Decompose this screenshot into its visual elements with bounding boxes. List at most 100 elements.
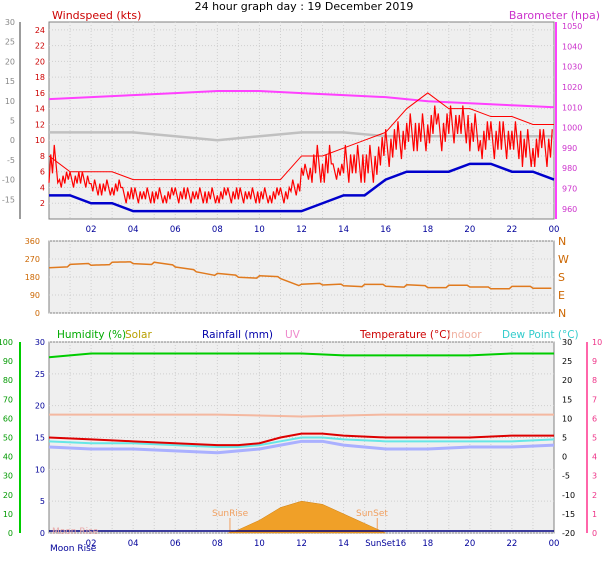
y-tick-label-humidity: 30 <box>3 472 13 481</box>
x-tick-label: 00 <box>549 539 560 549</box>
y-tick-label-temperature: -5 <box>562 472 570 481</box>
y-tick-label-temperature: 20 <box>562 376 572 385</box>
legend-indoor: Indoor <box>448 329 482 341</box>
y-tick-label-humidity: 0 <box>8 529 13 538</box>
y-tick-label-outer: 20 <box>5 57 15 66</box>
panel1-plot-area <box>48 21 555 220</box>
series-barometer <box>48 90 555 109</box>
panel3-axes: 02 04 06 08 10 12 14 SunSet16 18 20 22 000102030405… <box>0 338 602 549</box>
y-tick-label-rainfall: 15 <box>35 434 45 443</box>
y-tick-label-barometer: 1040 <box>562 42 582 51</box>
y-tick-label-outer: 25 <box>5 38 15 47</box>
series-indoor <box>49 413 554 418</box>
y-tick-label-compass: N <box>558 235 566 248</box>
y-tick-label-windspeed: 10 <box>35 136 45 145</box>
x-tick-label: 12 <box>296 539 307 549</box>
y-tick-label-uv: 8 <box>592 376 597 385</box>
windspeed-label: Windspeed (kts) <box>52 9 141 22</box>
y-tick-label-windspeed: 2 <box>40 199 45 208</box>
annotation-moonrise: Moon Rise <box>52 527 99 537</box>
panel-wind-barometer: Windspeed (kts) Barometer (hpa) 02 04 06 08… <box>2 9 600 235</box>
series-blue <box>49 162 555 213</box>
y-tick-label-direction: 0 <box>35 309 40 318</box>
series-temperature <box>48 432 554 447</box>
legend-temperature: Temperature (°C) <box>359 329 451 341</box>
x-tick-label: 10 <box>254 225 265 235</box>
x-tick-label: 22 <box>507 539 518 549</box>
y-tick-label-humidity: 40 <box>3 453 13 462</box>
y-tick-label-humidity: 60 <box>3 414 13 423</box>
series-wind-direction <box>48 261 552 290</box>
y-tick-label-direction: 90 <box>30 291 40 300</box>
x-tick-label: 06 <box>170 225 181 235</box>
annotation-sunset: SunSet <box>356 509 388 519</box>
x-tick-label: 06 <box>170 539 181 549</box>
y-tick-label-uv: 3 <box>592 472 597 481</box>
y-tick-label-outer: -5 <box>7 156 15 165</box>
y-tick-label-windspeed: 22 <box>35 42 45 51</box>
series-humidity <box>48 352 554 359</box>
y-tick-label-barometer: 960 <box>562 205 577 214</box>
x-tick-label: 04 <box>128 225 139 235</box>
y-tick-label-humidity: 70 <box>3 395 13 404</box>
x-tick-label: 22 <box>507 225 518 235</box>
y-tick-label-direction: 360 <box>25 237 40 246</box>
y-tick-label-windspeed: 4 <box>40 183 45 192</box>
y-tick-label-temperature: 30 <box>562 338 572 347</box>
y-tick-label-barometer: 990 <box>562 144 577 153</box>
y-tick-label-compass: E <box>558 289 565 302</box>
legend-humidity: Humidity (%) <box>57 329 126 341</box>
y-tick-label-rainfall: 10 <box>35 465 45 474</box>
y-tick-label-temperature: -10 <box>562 491 575 500</box>
legend-dewpoint: Dew Point (°C) <box>502 329 579 341</box>
y-tick-label-rainfall: 20 <box>35 402 45 411</box>
y-tick-label-windspeed: 6 <box>40 168 45 177</box>
y-tick-label-humidity: 80 <box>3 376 13 385</box>
y-tick-label-temperature: 15 <box>562 395 572 404</box>
panel1-axes: 02 04 06 08 10 12 14 16 18 20 22 002468101214161820… <box>2 18 582 235</box>
panel1-grid <box>49 22 554 219</box>
y-tick-label-outer: 30 <box>5 18 15 27</box>
y-tick-label-compass: W <box>558 253 569 266</box>
panel-temperature-humidity: Humidity (%) Solar Rainfall (mm) UV Temp… <box>0 329 602 554</box>
series-apparent <box>48 439 555 455</box>
panel1-series <box>48 90 555 213</box>
panel2-grid <box>49 240 554 314</box>
y-tick-label-humidity: 100 <box>0 338 13 347</box>
x-tick-label: 08 <box>212 225 223 235</box>
y-tick-label-uv: 2 <box>592 491 597 500</box>
barometer-label: Barometer (hpa) <box>509 9 600 22</box>
y-tick-label-rainfall: 25 <box>35 370 45 379</box>
x-first-label: Moon Rise <box>50 544 97 554</box>
legend-rainfall: Rainfall (mm) <box>202 329 273 341</box>
y-tick-label-outer: 0 <box>10 136 15 145</box>
y-tick-label-humidity: 90 <box>3 357 13 366</box>
y-tick-label-windspeed: 12 <box>35 120 45 129</box>
y-tick-label-compass: S <box>558 271 565 284</box>
x-tick-label: 08 <box>212 539 223 549</box>
y-tick-label-humidity: 10 <box>3 510 13 519</box>
x-tick-label: 00 <box>549 225 560 235</box>
series-dewpoint <box>48 436 555 449</box>
x-tick-label: 18 <box>422 225 433 235</box>
x-tick-label: 02 <box>86 539 97 549</box>
y-tick-label-direction: 180 <box>25 273 40 282</box>
y-tick-label-uv: 0 <box>592 529 597 538</box>
y-tick-label-outer: 5 <box>10 117 15 126</box>
y-tick-label-rainfall: 30 <box>35 338 45 347</box>
series-wind-gust <box>48 92 554 181</box>
y-tick-label-windspeed: 20 <box>35 57 45 66</box>
series-windspeed <box>48 105 553 204</box>
panel2-series <box>48 261 552 290</box>
y-tick-label-windspeed: 16 <box>35 89 45 98</box>
y-tick-label-windspeed: 18 <box>35 73 45 82</box>
y-tick-label-rainfall: 5 <box>40 497 45 506</box>
y-tick-label-uv: 7 <box>592 395 597 404</box>
y-tick-label-humidity: 20 <box>3 491 13 500</box>
y-tick-label-barometer: 1010 <box>562 103 582 112</box>
y-tick-label-uv: 10 <box>592 338 602 347</box>
y-tick-label-outer: -10 <box>2 176 15 185</box>
y-tick-label-uv: 5 <box>592 434 597 443</box>
x-tick-label: 14 <box>338 225 349 235</box>
